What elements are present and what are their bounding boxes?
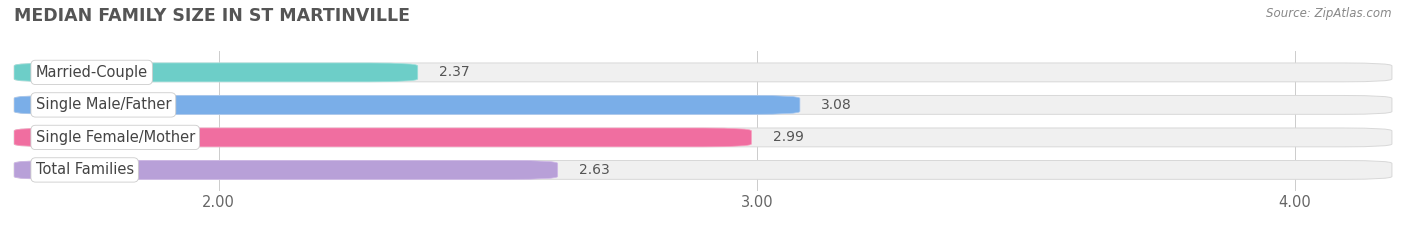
FancyBboxPatch shape: [14, 161, 558, 179]
Text: 2.99: 2.99: [773, 130, 804, 144]
Text: 2.63: 2.63: [579, 163, 610, 177]
Text: 3.08: 3.08: [821, 98, 852, 112]
FancyBboxPatch shape: [14, 63, 1392, 82]
Text: Source: ZipAtlas.com: Source: ZipAtlas.com: [1267, 7, 1392, 20]
Text: Single Female/Mother: Single Female/Mother: [35, 130, 195, 145]
Text: MEDIAN FAMILY SIZE IN ST MARTINVILLE: MEDIAN FAMILY SIZE IN ST MARTINVILLE: [14, 7, 411, 25]
Text: Married-Couple: Married-Couple: [35, 65, 148, 80]
FancyBboxPatch shape: [14, 96, 1392, 114]
FancyBboxPatch shape: [14, 161, 1392, 179]
FancyBboxPatch shape: [14, 63, 418, 82]
FancyBboxPatch shape: [14, 128, 751, 147]
Text: Total Families: Total Families: [35, 162, 134, 177]
FancyBboxPatch shape: [14, 128, 1392, 147]
Text: Single Male/Father: Single Male/Father: [35, 97, 172, 112]
FancyBboxPatch shape: [14, 96, 800, 114]
Text: 2.37: 2.37: [439, 65, 470, 79]
